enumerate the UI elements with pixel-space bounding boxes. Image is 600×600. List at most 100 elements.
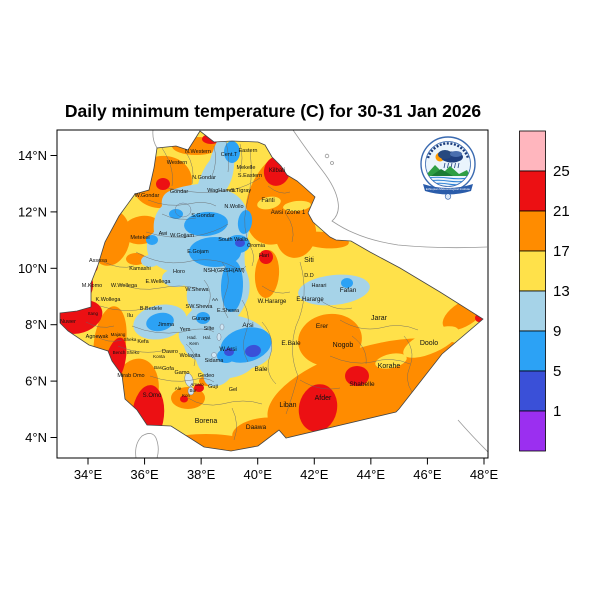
zone-label: Hari: [259, 253, 269, 259]
emi-logo: Ethiopian Meteorological Institute: [420, 136, 476, 200]
zone-label: SW.Shewa: [186, 304, 214, 310]
y-tick-label: 6°N: [25, 374, 47, 389]
colorbar-boundary-label: 21: [553, 203, 570, 220]
colorbar-cells: [519, 130, 546, 452]
zone-label: Konta: [153, 354, 165, 359]
somalia-coast-corner: [457, 419, 488, 453]
zone-label: Kefa: [137, 339, 149, 345]
zone-label: Fafan: [340, 287, 357, 294]
zone-label: Itang: [88, 311, 99, 316]
zone-label: N.Gondar: [192, 175, 216, 181]
sudan-eritrea-border: [152, 130, 158, 149]
zone-label: Gondar: [170, 189, 189, 195]
zone-label: Arsi: [242, 322, 253, 329]
colorbar-cell-0: [519, 130, 546, 172]
x-tick-label: 48°E: [470, 467, 499, 482]
zone-label: W.Wellega: [111, 283, 138, 289]
zone-label: Gel: [229, 387, 238, 393]
ethiopia-outline: [59, 130, 484, 452]
zone-label: Jimma: [158, 322, 175, 328]
zone-label: AA: [212, 297, 218, 302]
zone-label: NSH(GRSH(AM): [203, 268, 244, 274]
zone-label: W.Hararge: [258, 299, 287, 305]
zone-label: Fanti: [261, 198, 274, 204]
zone-label: B.Bedele: [140, 306, 162, 312]
x-tick-label: 36°E: [130, 467, 159, 482]
y-tick-label: 12°N: [18, 204, 47, 219]
zone-label: Dawro: [162, 349, 178, 355]
zone-label: Shabelle: [349, 381, 375, 388]
y-tick-label: 14°N: [18, 148, 47, 163]
colorbar-cell-3: [519, 250, 546, 292]
zone-label: Gurage: [192, 316, 210, 322]
zone-label: M.Komo: [82, 283, 102, 289]
zone-label: Majang: [111, 332, 126, 337]
zone-label: Hal.: [203, 335, 211, 340]
zone-label: Kon: [182, 393, 191, 398]
red-sea-coastline: [292, 130, 488, 249]
temp-band-1-5: [224, 239, 261, 358]
zone-label: E.Hararge: [296, 297, 324, 303]
zone-label: Gofa: [162, 366, 175, 372]
zone-label: Korahe: [378, 363, 401, 370]
colorbar-boundary-label: 1: [553, 403, 561, 420]
zone-label: D.D: [304, 273, 314, 279]
zone-label: Had.: [187, 335, 197, 340]
y-tick-label: 10°N: [18, 261, 47, 276]
y-tick-label: 8°N: [25, 317, 47, 332]
island-icon: [330, 161, 334, 165]
colorbar-cell-2: [519, 210, 546, 252]
zone-label: Sheka: [124, 337, 137, 342]
zone-label: Yem: [180, 327, 191, 333]
zone-label: Eastern: [239, 148, 258, 154]
logo-banner-text: Ethiopian Meteorological Institute: [426, 187, 471, 191]
zone-label: Kamashi: [129, 266, 150, 272]
zone-label: Horo: [173, 269, 185, 275]
zone-label: Daawa: [246, 424, 267, 431]
zone-label: E.Gojam: [187, 249, 209, 255]
temp-band-13-17-pockets: [257, 196, 459, 369]
zone-boundaries: [85, 141, 419, 441]
zone-label: Jarar: [371, 315, 388, 322]
zone-label: Siti: [304, 257, 314, 264]
cloud-icon: [438, 150, 452, 159]
cloud-highlight: [450, 151, 462, 157]
x-tick-label: 34°E: [74, 467, 103, 482]
temperature-colorbar: 25 21 17 13 9 5 1: [519, 130, 570, 452]
colorbar-labels: 25 21 17 13 9 5 1: [553, 163, 570, 420]
zone-label: S.Tigray: [231, 188, 252, 194]
map-canvas: [59, 130, 488, 458]
zone-label: W.Arsi: [219, 347, 236, 353]
zone-label: Ilu: [127, 313, 133, 319]
neighbor-borders: [135, 130, 488, 458]
zone-label: Mekelle: [237, 165, 256, 171]
zone-label: Liban: [279, 402, 296, 409]
zone-label: Western: [167, 160, 187, 166]
x-tick-label: 44°E: [357, 467, 386, 482]
x-tick-label: 40°E: [244, 467, 273, 482]
colorbar-boundary-label: 13: [553, 283, 570, 300]
zone-label: Assosa: [89, 258, 108, 264]
zone-label: Doolo: [420, 340, 438, 347]
temperature-fill-regions: [60, 134, 483, 451]
plot-frame: [56, 129, 489, 459]
logo-seal: [444, 193, 452, 200]
zone-label: Gedeo: [198, 373, 215, 379]
figure-title: Daily minimum temperature (C) for 30-31 …: [65, 101, 482, 121]
colorbar-cell-7: [519, 410, 546, 452]
x-tick-label: 42°E: [300, 467, 329, 482]
island-icon: [324, 153, 330, 159]
colorbar-cell-1: [519, 170, 546, 212]
zone-label: S.Omo: [143, 393, 162, 399]
zone-label: Agnewak: [86, 334, 109, 340]
temp-band-5-9: [146, 141, 353, 363]
zone-label: S.Gondar: [191, 213, 215, 219]
zone-label: Amaro: [190, 382, 204, 387]
colorbar-cell-4: [519, 290, 546, 332]
zone-label: Gamo: [175, 370, 190, 376]
colorbar-cell-5: [519, 330, 546, 372]
zone-label: Bas: [154, 365, 163, 370]
zone-label: N.Western: [185, 149, 211, 155]
